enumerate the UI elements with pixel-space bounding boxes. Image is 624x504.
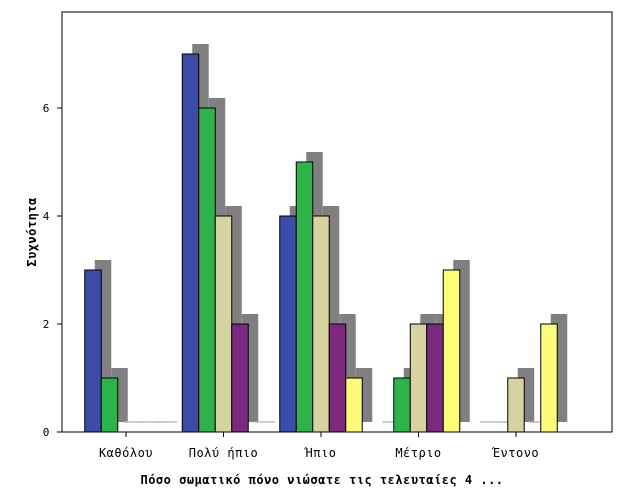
bar xyxy=(198,107,216,433)
x-tick-label: Μέτριο xyxy=(395,446,441,460)
bar xyxy=(312,215,330,433)
x-axis-ticks: Καθόλου Πολύ ήπιο Ήπιο Μέτριο Έντονο xyxy=(99,432,539,460)
x-tick-label: Πολύ ήπιο xyxy=(189,446,259,460)
bar xyxy=(214,215,233,433)
bar-group xyxy=(382,260,470,433)
bar xyxy=(442,269,461,433)
bar xyxy=(328,323,347,433)
bar xyxy=(181,53,200,433)
chart-marks xyxy=(84,44,568,433)
bar xyxy=(295,161,314,433)
bar xyxy=(100,377,119,433)
bar xyxy=(84,269,102,433)
bar xyxy=(279,215,297,433)
x-tick-label: Καθόλου xyxy=(99,446,153,460)
y-tick-label: 0 xyxy=(43,426,50,439)
bar xyxy=(345,377,363,433)
bar-group xyxy=(84,260,178,433)
bar-group xyxy=(181,44,275,433)
bar xyxy=(231,323,249,433)
bar xyxy=(426,323,444,433)
y-tick-label: 6 xyxy=(43,102,50,115)
bar xyxy=(540,323,558,433)
y-tick-label: 4 xyxy=(43,210,50,223)
x-tick-label: Ήπιο xyxy=(304,446,337,460)
bar xyxy=(409,323,428,433)
x-tick-label: Έντονο xyxy=(491,446,539,460)
bar xyxy=(507,377,525,433)
x-axis-title: Πόσο σωματικό πόνο νιώσατε τις τελευταίε… xyxy=(140,473,503,487)
bar xyxy=(393,377,411,433)
y-axis-ticks: 0 2 4 6 xyxy=(43,102,62,439)
bar-group xyxy=(279,152,373,433)
bar-group xyxy=(479,314,568,433)
y-tick-label: 2 xyxy=(43,318,50,331)
y-axis-title: Συχνότητα xyxy=(25,197,39,267)
